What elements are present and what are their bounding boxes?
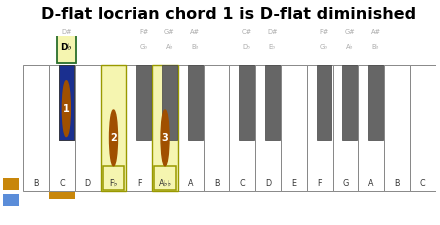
Bar (59, 65, 74, 140)
Text: D♭: D♭ (243, 43, 251, 50)
Text: 3: 3 (161, 133, 169, 143)
Bar (368, 65, 383, 140)
Text: A♭♭: A♭♭ (158, 179, 172, 188)
Bar (136, 65, 151, 140)
Text: B: B (33, 179, 39, 188)
Bar (57, 32, 76, 63)
Text: A#: A# (370, 29, 381, 35)
Circle shape (110, 110, 117, 166)
Text: A♭: A♭ (165, 43, 173, 50)
Bar (75, 65, 101, 191)
Text: C: C (420, 179, 425, 188)
Bar (188, 65, 203, 140)
Bar (333, 65, 358, 191)
Circle shape (161, 110, 169, 166)
Text: C#: C# (242, 29, 252, 35)
Text: C: C (239, 179, 245, 188)
Text: D♭: D♭ (60, 43, 72, 52)
Text: F#: F# (319, 29, 329, 35)
Bar (384, 65, 410, 191)
Bar (152, 65, 178, 191)
Text: A: A (188, 179, 194, 188)
Text: E♭: E♭ (63, 43, 70, 50)
Text: C: C (59, 179, 65, 188)
Bar (204, 65, 230, 191)
Text: G♭: G♭ (320, 43, 328, 50)
Bar (152, 65, 178, 191)
Bar (410, 65, 436, 191)
Text: G#: G# (345, 29, 355, 35)
Text: A♭: A♭ (346, 43, 354, 50)
Circle shape (62, 81, 70, 137)
Text: F#: F# (139, 29, 148, 35)
Bar (126, 65, 152, 191)
Bar (3, 194, 18, 206)
Text: D-flat locrian chord 1 is D-flat diminished: D-flat locrian chord 1 is D-flat diminis… (41, 7, 416, 22)
Bar (265, 65, 280, 140)
Text: A: A (368, 179, 374, 188)
Text: A#: A# (190, 29, 200, 35)
Text: B♭: B♭ (191, 43, 199, 50)
Bar (49, 65, 75, 191)
Bar (59, 65, 74, 140)
Text: F: F (317, 179, 322, 188)
Text: G♭: G♭ (139, 43, 148, 50)
Bar (103, 166, 124, 190)
Text: E♭: E♭ (269, 43, 276, 50)
Text: B: B (394, 179, 400, 188)
Text: D: D (265, 179, 271, 188)
Bar (255, 65, 281, 191)
Bar (162, 65, 177, 140)
Text: E: E (291, 179, 297, 188)
Text: B: B (214, 179, 219, 188)
Bar (307, 65, 333, 191)
Text: F: F (137, 179, 142, 188)
Bar (154, 166, 176, 190)
Text: basicmusictheory.com: basicmusictheory.com (7, 82, 13, 143)
Bar (101, 65, 126, 191)
Bar (358, 65, 384, 191)
Bar (342, 65, 357, 140)
Text: D#: D# (61, 29, 72, 35)
Bar (230, 65, 255, 191)
Text: D#: D# (267, 29, 278, 35)
Bar (101, 65, 126, 191)
Text: F♭: F♭ (110, 179, 117, 188)
Bar (49, 192, 75, 199)
Bar (281, 65, 307, 191)
Text: 2: 2 (110, 133, 117, 143)
Text: D: D (84, 179, 91, 188)
Text: G: G (342, 179, 348, 188)
Text: B♭: B♭ (372, 43, 379, 50)
Bar (3, 178, 18, 190)
Bar (316, 65, 331, 140)
Text: 1: 1 (63, 104, 70, 114)
Text: G#: G# (164, 29, 175, 35)
Bar (23, 65, 49, 191)
Bar (239, 65, 254, 140)
Bar (178, 65, 204, 191)
